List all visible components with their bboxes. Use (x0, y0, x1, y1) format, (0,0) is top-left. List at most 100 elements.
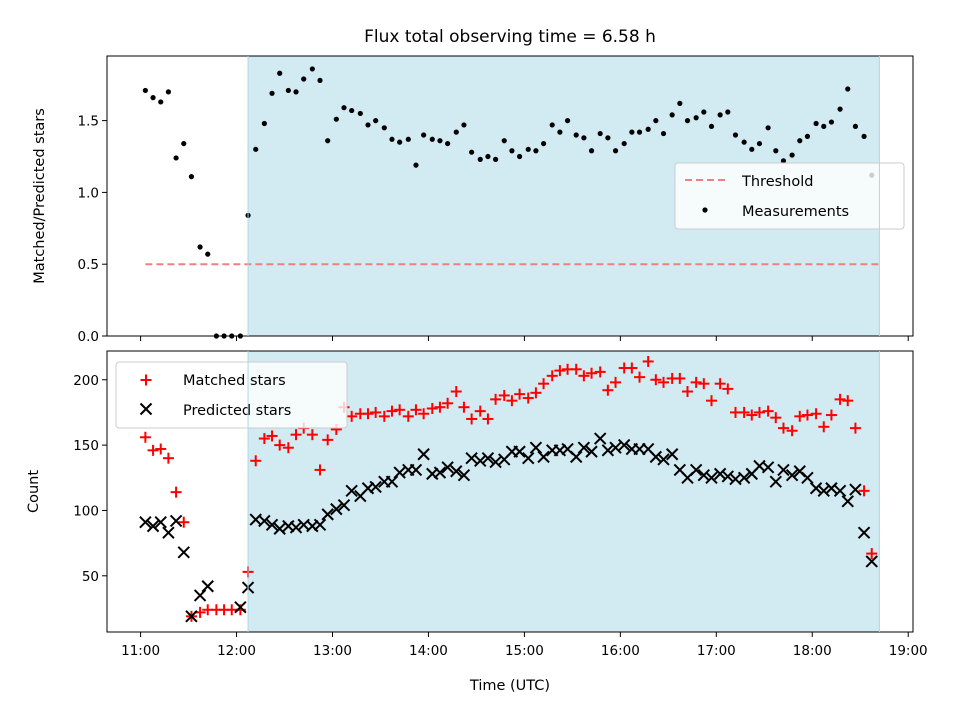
matched-star-point (570, 363, 582, 375)
measurement-point (828, 119, 835, 125)
predicted-star-point (809, 482, 823, 495)
measurement-point (277, 70, 283, 76)
matched-star-point (594, 366, 606, 378)
bottom-panel: 50 100 150 200 11:00 12:00 13:00 14:00 15:00 16:… (26, 350, 928, 694)
predicted-star-point (234, 600, 247, 614)
matched-star-point (418, 408, 430, 420)
measurement-point (701, 109, 707, 115)
measurement-point (317, 77, 323, 84)
matched-star-point (442, 397, 454, 409)
bottom-x-ticks: 11:00 12:00 13:00 14:00 15:00 16:00 17:00 18:00… (121, 632, 928, 659)
matched-star-point (818, 421, 830, 433)
measurement-point (749, 146, 755, 152)
matched-star-point (282, 442, 294, 454)
predicted-star-point (450, 465, 463, 478)
predicted-star-point (761, 461, 775, 474)
x-axis-label: Time (UTC) (469, 678, 550, 694)
measurement-point (533, 148, 539, 154)
matched-star-point (466, 413, 478, 425)
measurement-point (285, 87, 291, 94)
measurement-point (333, 116, 339, 122)
measurement-point (564, 118, 571, 124)
predicted-star-point (185, 610, 198, 623)
measurement-point (397, 139, 403, 145)
predicted-star-point (585, 445, 598, 458)
chart-title: Flux total observing time = 6.58 h (364, 27, 656, 47)
measurement-point (557, 129, 563, 135)
matched-star-point (834, 393, 846, 405)
measurement-point (485, 153, 491, 160)
measurement-point (693, 115, 699, 121)
legend-matched-swatch (140, 374, 152, 386)
measurement-point (150, 95, 156, 101)
top-legend-box (674, 162, 905, 230)
top-y-tick-label: 1.5 (78, 114, 99, 130)
legend-predicted-marker (139, 402, 153, 416)
matched-star-point (162, 452, 174, 464)
predicted-star-point (841, 495, 854, 508)
predicted-star-point (577, 441, 591, 454)
predicted-star-point (273, 522, 286, 535)
measurement-point (269, 90, 275, 96)
matched-star-point (866, 548, 878, 560)
top-x-ticks (140, 336, 909, 341)
matched-star-point (522, 392, 534, 404)
x-tick-label: 19:00 (889, 643, 928, 659)
predicted-star-point (570, 450, 583, 464)
measurement-point (540, 140, 547, 147)
matched-star-point (538, 378, 550, 390)
matched-star-point (514, 388, 526, 400)
predicted-star-point (593, 432, 607, 445)
measurement-point (429, 136, 435, 142)
measurement-point (469, 149, 475, 155)
predicted-star-point (337, 499, 351, 512)
matched-star-point (147, 444, 159, 456)
measurement-point (797, 138, 803, 144)
predicted-star-point (817, 484, 830, 498)
predicted-star-point (833, 484, 847, 498)
predicted-star-point (330, 502, 343, 516)
measurement-point (301, 76, 307, 82)
measurement-point (421, 132, 427, 138)
matched-star-point (506, 395, 518, 407)
measurement-point (845, 86, 851, 92)
predicted-star-point (785, 468, 799, 482)
measurement-point (629, 129, 635, 135)
measurement-point (349, 107, 355, 114)
predicted-star-point (865, 555, 878, 568)
top-y-tick-label: 0.0 (78, 329, 99, 345)
measurement-point (373, 118, 379, 124)
top-axes-frame (106, 55, 914, 337)
measurement-point (205, 251, 211, 257)
legend-threshold-label: Threshold (741, 174, 813, 190)
top-y-ticks: 0.0 0.5 1.0 1.5 (78, 114, 107, 345)
predicted-star-point (409, 463, 423, 477)
measurement-point (509, 148, 515, 154)
measurement-point (293, 89, 299, 95)
top-y-tick-label: 1.0 (78, 185, 99, 201)
measurement-point (173, 155, 179, 161)
matched-star-point (474, 405, 486, 417)
x-tick-label: 15:00 (505, 643, 544, 659)
matched-star-point (258, 433, 270, 445)
matched-star-point (586, 367, 598, 379)
predicted-star-point (529, 441, 543, 454)
matched-star-point (626, 362, 638, 374)
bottom-y-tick-label: 150 (73, 438, 99, 454)
predicted-star-point (657, 453, 670, 466)
matched-star-point (346, 410, 358, 422)
top-legend: Threshold Measurements (674, 162, 905, 230)
predicted-star-point (522, 451, 535, 465)
matched-star-point (394, 404, 406, 416)
measurement-point (852, 123, 859, 129)
predicted-star-point (258, 514, 271, 528)
predicted-star-point (609, 441, 622, 454)
matched-star-point (170, 486, 182, 498)
measurement-point (477, 156, 483, 162)
matched-star-point (155, 443, 167, 455)
measurement-point (773, 148, 779, 154)
predicted-star-point (665, 448, 679, 461)
top-y-axis-label: Matched/Predicted stars (32, 108, 48, 284)
measurement-point (861, 133, 867, 140)
predicted-star-point (713, 467, 727, 481)
